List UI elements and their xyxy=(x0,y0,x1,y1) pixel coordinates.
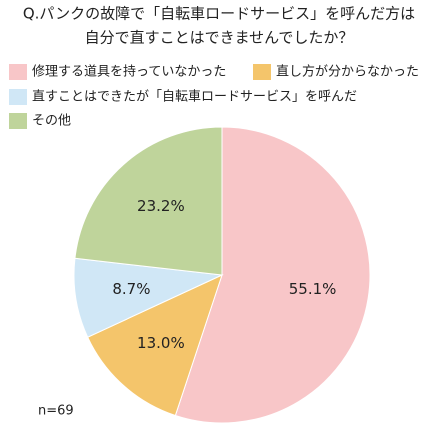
legend-label: 修理する道具を持っていなかった xyxy=(32,65,226,80)
pie-slice xyxy=(74,126,223,276)
legend-swatch xyxy=(9,89,27,105)
pie-slice xyxy=(174,126,371,424)
value-label: 13.0% xyxy=(137,334,185,352)
pie-slice xyxy=(87,274,223,417)
legend-label: 直すことはできたが「自転車ロードサービス」を呼んだ xyxy=(32,90,357,105)
legend-swatch xyxy=(9,113,27,129)
legend-label: 直し方が分からなかった xyxy=(276,64,419,80)
legend-label: その他 xyxy=(32,114,71,129)
sample-size-note: n=69 xyxy=(38,404,74,419)
legend-swatch xyxy=(253,64,271,80)
chart-title: Q.パンクの故障で「自転車ロードサービス」を呼んだ方は xyxy=(23,5,415,23)
value-label: 55.1% xyxy=(289,280,337,298)
legend-swatch xyxy=(9,64,27,80)
chart-title: 自分で直すことはできませんでしたか？ xyxy=(85,29,354,47)
value-label: 23.2% xyxy=(137,197,185,215)
value-label: 8.7% xyxy=(112,280,150,298)
